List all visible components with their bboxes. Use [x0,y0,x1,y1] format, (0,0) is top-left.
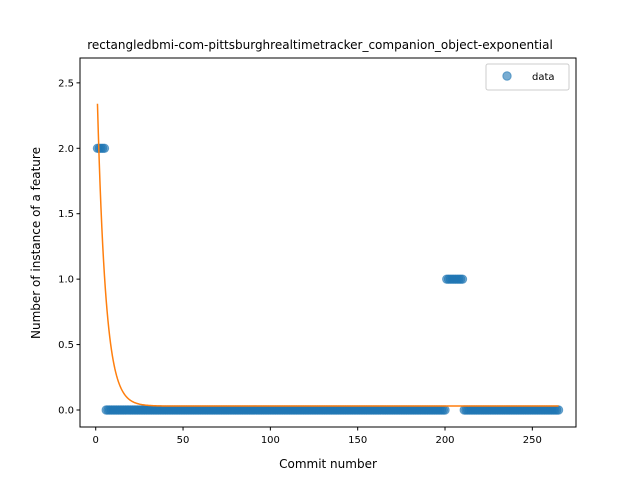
plot-area [92,103,564,415]
x-tick-label: 50 [177,435,190,446]
x-tick-label: 250 [523,435,542,446]
y-tick-label: 1.0 [58,275,74,286]
x-tick-label: 200 [435,435,454,446]
y-axis-label: Number of instance of a feature [29,147,43,339]
data-point [99,143,110,153]
y-tick-label: 2.0 [58,144,74,155]
data-point [553,405,564,415]
x-tick-label: 150 [348,435,367,446]
x-axis-label: Commit number [279,457,377,471]
x-tick-label: 0 [93,435,99,446]
legend-label-data: data [532,72,555,83]
y-tick-label: 0.5 [58,340,74,351]
legend-frame [485,63,570,91]
y-tick-label: 1.5 [58,209,74,220]
chart-title: rectangledbmi-com-pittsburghrealtimetrac… [87,38,553,52]
axes: 0 50 100 150 200 250 0.0 0.5 1.0 1.5 2.0 2.5 [58,57,577,446]
legend-marker-data [502,71,512,81]
axes-frame [79,57,577,428]
y-tick-label: 0.0 [58,405,74,416]
data-point [457,274,468,284]
x-tick-label: 100 [261,435,280,446]
legend: data [485,63,570,91]
data-point [440,405,450,415]
series-data-points [92,143,564,415]
y-tick-label: 2.5 [58,78,74,89]
fit-curve [96,103,559,407]
